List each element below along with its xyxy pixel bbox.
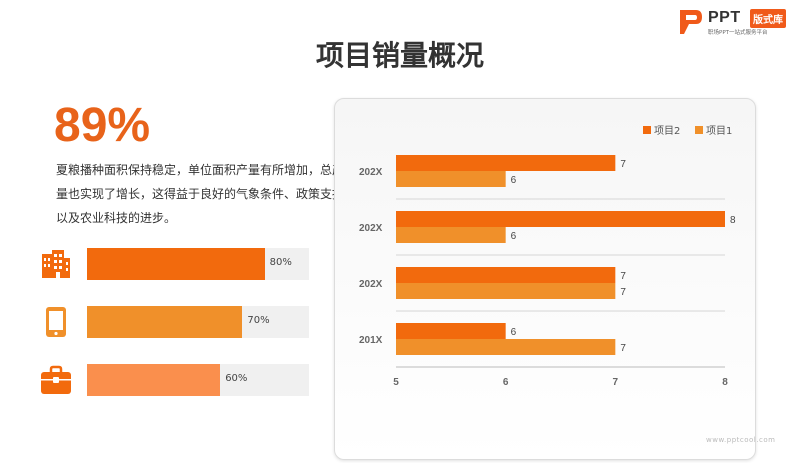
chart-panel: 5 6 7 8 202X 7 6 202X 8 6 202X 7 7 201X 6 7 项目2 项目1 xyxy=(334,98,756,460)
progress-row: 70% xyxy=(40,306,310,338)
progress-label: 70% xyxy=(247,315,270,326)
x-tick-label: 8 xyxy=(722,377,728,388)
bar xyxy=(396,267,616,283)
page-title: 项目销量概况 xyxy=(315,39,484,72)
progress-fill xyxy=(87,364,221,396)
logo-tag: 版式库 xyxy=(750,9,786,28)
category-label: 202X xyxy=(359,167,383,178)
x-tick-label: 6 xyxy=(503,377,509,388)
brand-logo: PPT 版式库 职场PPT一站式服务平台 xyxy=(678,8,796,38)
data-label: 7 xyxy=(620,271,626,282)
bar xyxy=(396,227,506,243)
legend-label: 项目2 xyxy=(654,125,680,137)
progress-track: 70% xyxy=(87,306,309,338)
data-label: 7 xyxy=(620,287,626,298)
category-label: 202X xyxy=(359,223,383,234)
bar xyxy=(396,283,616,299)
progress-track: 80% xyxy=(87,248,309,280)
logo-name: PPT xyxy=(708,9,741,26)
building-icon xyxy=(42,250,70,278)
data-label: 8 xyxy=(730,215,736,226)
bar xyxy=(396,323,506,339)
data-label: 6 xyxy=(511,327,517,338)
progress-row: 80% xyxy=(40,248,310,280)
watermark: www.pptcool.com xyxy=(706,436,776,444)
progress-track: 60% xyxy=(87,364,309,396)
data-label: 7 xyxy=(620,343,626,354)
bar xyxy=(396,339,616,355)
progress-fill xyxy=(87,306,243,338)
progress-label: 80% xyxy=(269,257,292,268)
briefcase-icon xyxy=(41,365,71,394)
logo-mark-icon xyxy=(680,10,702,34)
data-label: 6 xyxy=(511,231,517,242)
x-tick-label: 7 xyxy=(613,377,619,388)
bar xyxy=(396,211,725,227)
bar xyxy=(396,155,616,171)
logo-subtitle: 职场PPT一站式服务平台 xyxy=(708,30,768,36)
highlight-description: 夏粮播种面积保持稳定，单位面积产量有所增加，总产量也实现了增长，这得益于良好的气… xyxy=(56,163,345,225)
tablet-icon xyxy=(46,307,66,337)
progress-fill xyxy=(87,248,265,280)
x-tick-label: 5 xyxy=(393,377,399,388)
bar xyxy=(396,171,506,187)
legend-swatch xyxy=(643,126,651,134)
category-label: 202X xyxy=(359,279,383,290)
highlight-value: 89% xyxy=(54,99,151,152)
legend-label: 项目1 xyxy=(706,125,732,137)
category-label: 201X xyxy=(359,335,383,346)
data-label: 6 xyxy=(511,175,517,186)
data-label: 7 xyxy=(620,159,626,170)
progress-row: 60% xyxy=(40,364,310,396)
legend-swatch xyxy=(695,126,703,134)
bar-chart: 5 6 7 8 202X 7 6 202X 8 6 202X 7 7 201X 6 7 项目2 项目1 xyxy=(359,125,736,388)
progress-label: 60% xyxy=(225,373,248,384)
